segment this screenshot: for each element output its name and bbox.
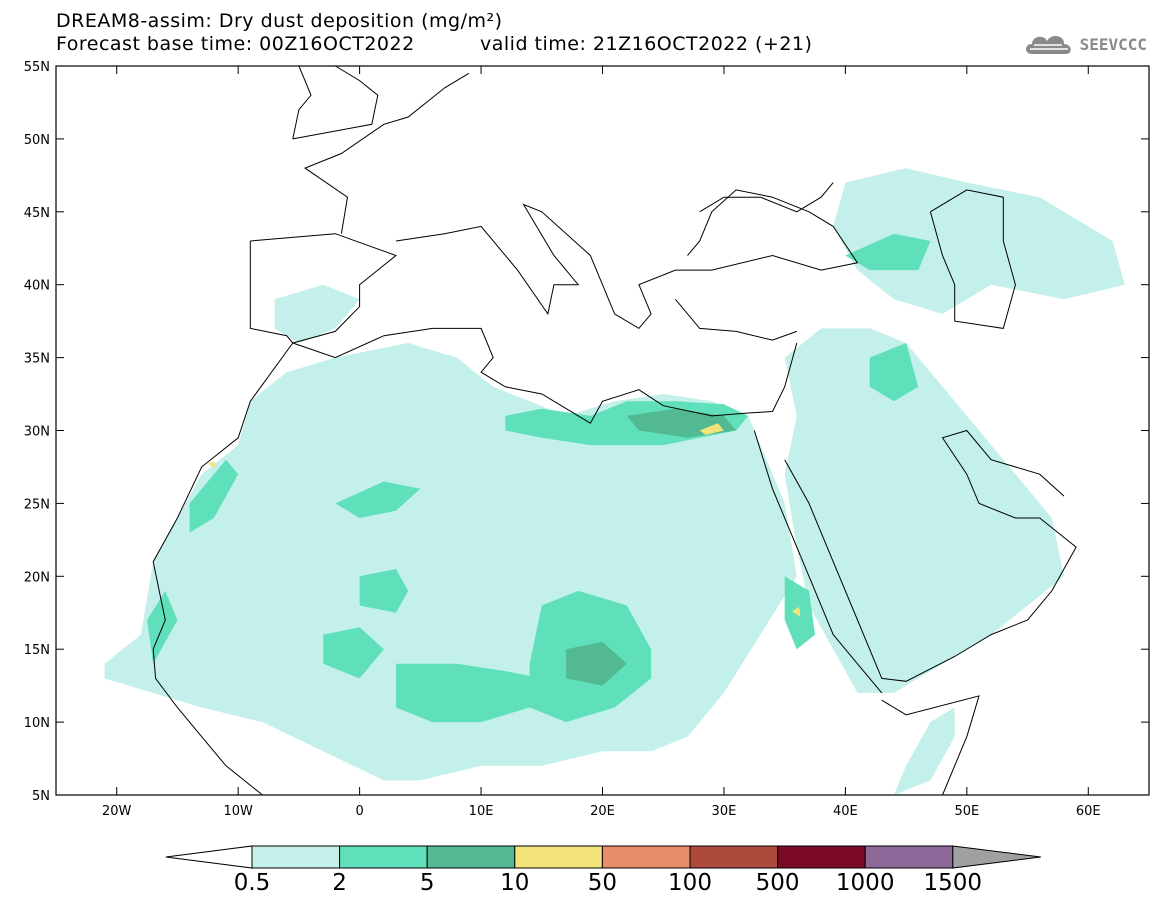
lon-tick-label: 10W [223, 804, 253, 819]
lon-tick-label: 10E [469, 804, 494, 819]
colorbar-label: 500 [755, 870, 800, 896]
coast-red-sea-east [784, 429, 1077, 682]
coast-north-africa [292, 327, 798, 424]
lon-tick-label: 20W [102, 804, 132, 819]
coastlines [152, 65, 1077, 796]
seevccc-logo: SEEVCCC [1022, 30, 1147, 58]
colorbar [165, 845, 1041, 869]
colorbar-label: 2 [332, 870, 347, 896]
deposition-fields [104, 168, 1125, 795]
coast-europe-south [395, 189, 859, 330]
lat-tick-label: 15N [24, 643, 50, 658]
coast-red-sea-west [753, 430, 883, 694]
colorbar-swatch [777, 845, 866, 869]
dust-area-mali [323, 627, 384, 679]
coast-uk [292, 65, 379, 140]
lat-tick-label: 5N [32, 789, 50, 804]
lat-tick-label: 25N [24, 497, 50, 512]
coast-iberia [249, 233, 398, 344]
logo-text: SEEVCCC [1079, 34, 1147, 54]
dust-area-sahel [396, 663, 542, 723]
lon-tick-label: 30E [712, 804, 737, 819]
colorbar-swatch [864, 845, 954, 869]
colorbar-swatch [601, 845, 691, 869]
dust-area-iberia [274, 284, 360, 343]
dust-area-red-sea-peak [792, 606, 801, 618]
lat-tick-label: 40N [24, 279, 50, 294]
coast-caspian [929, 189, 1016, 329]
lat-tick-label: 20N [24, 570, 50, 585]
coast-west-africa [152, 342, 294, 796]
colorbar-swatch [339, 845, 428, 869]
colorbar-label: 100 [668, 870, 712, 896]
colorbar-swatch [426, 845, 516, 869]
colorbar-swatch [514, 845, 603, 869]
lon-tick-label: 0 [355, 804, 363, 819]
dust-area-algeria [335, 481, 421, 518]
lat-tick-label: 30N [24, 425, 50, 440]
colorbar-swatch [251, 845, 341, 869]
cloud-icon [1025, 35, 1071, 54]
dust-area-caspian [833, 168, 1125, 314]
chart-title: DREAM8-assim: Dry dust deposition (mg/m²… [56, 10, 503, 32]
valid-time: valid time: 21Z16OCT2022 (+21) [480, 33, 813, 55]
colorbar-under-arrow [165, 845, 253, 869]
lat-tick-label: 35N [24, 352, 50, 367]
lon-tick-label: 50E [954, 804, 979, 819]
lat-tick-label: 55N [24, 60, 50, 75]
coast-france [303, 72, 470, 234]
colorbar-label: 1000 [835, 870, 895, 896]
lat-tick-label: 50N [24, 133, 50, 148]
coast-black-sea-north [699, 182, 834, 213]
axis-ticks: 20W 10W 0 10E 20E 30E 40E 50E 60E 55N 50N 45N 40N 35N… [24, 60, 1149, 819]
colorbar-label: 1500 [923, 870, 983, 896]
dust-area-georgia [845, 233, 931, 271]
forecast-base-time: Forecast base time: 00Z16OCT2022 [56, 33, 415, 55]
lat-tick-label: 45N [24, 206, 50, 221]
dust-area-morocco-peak [207, 461, 217, 469]
dust-area-horn [894, 707, 955, 795]
dust-area-niger [359, 569, 409, 613]
lat-tick-label: 10N [24, 716, 50, 731]
colorbar-label: 5 [419, 870, 435, 896]
lon-tick-label: 60E [1076, 804, 1101, 819]
colorbar-label: 10 [500, 870, 530, 896]
dust-area-somalia [906, 751, 943, 795]
dust-area-iraq [869, 343, 919, 402]
dust-area-morocco [189, 459, 239, 533]
dust-area-chad-core [566, 641, 627, 686]
dust-area-middle-east [784, 328, 1064, 693]
coast-horn [881, 695, 980, 796]
lon-tick-label: 20E [590, 804, 615, 819]
coast-turkey-south [675, 298, 797, 341]
colorbar-over-arrow [952, 845, 1041, 869]
colorbar-label: 0.5 [233, 870, 271, 896]
lon-tick-label: 40E [833, 804, 858, 819]
dust-area-egypt-peak [699, 423, 724, 435]
colorbar-swatch [689, 845, 779, 869]
colorbar-label: 50 [587, 870, 618, 896]
